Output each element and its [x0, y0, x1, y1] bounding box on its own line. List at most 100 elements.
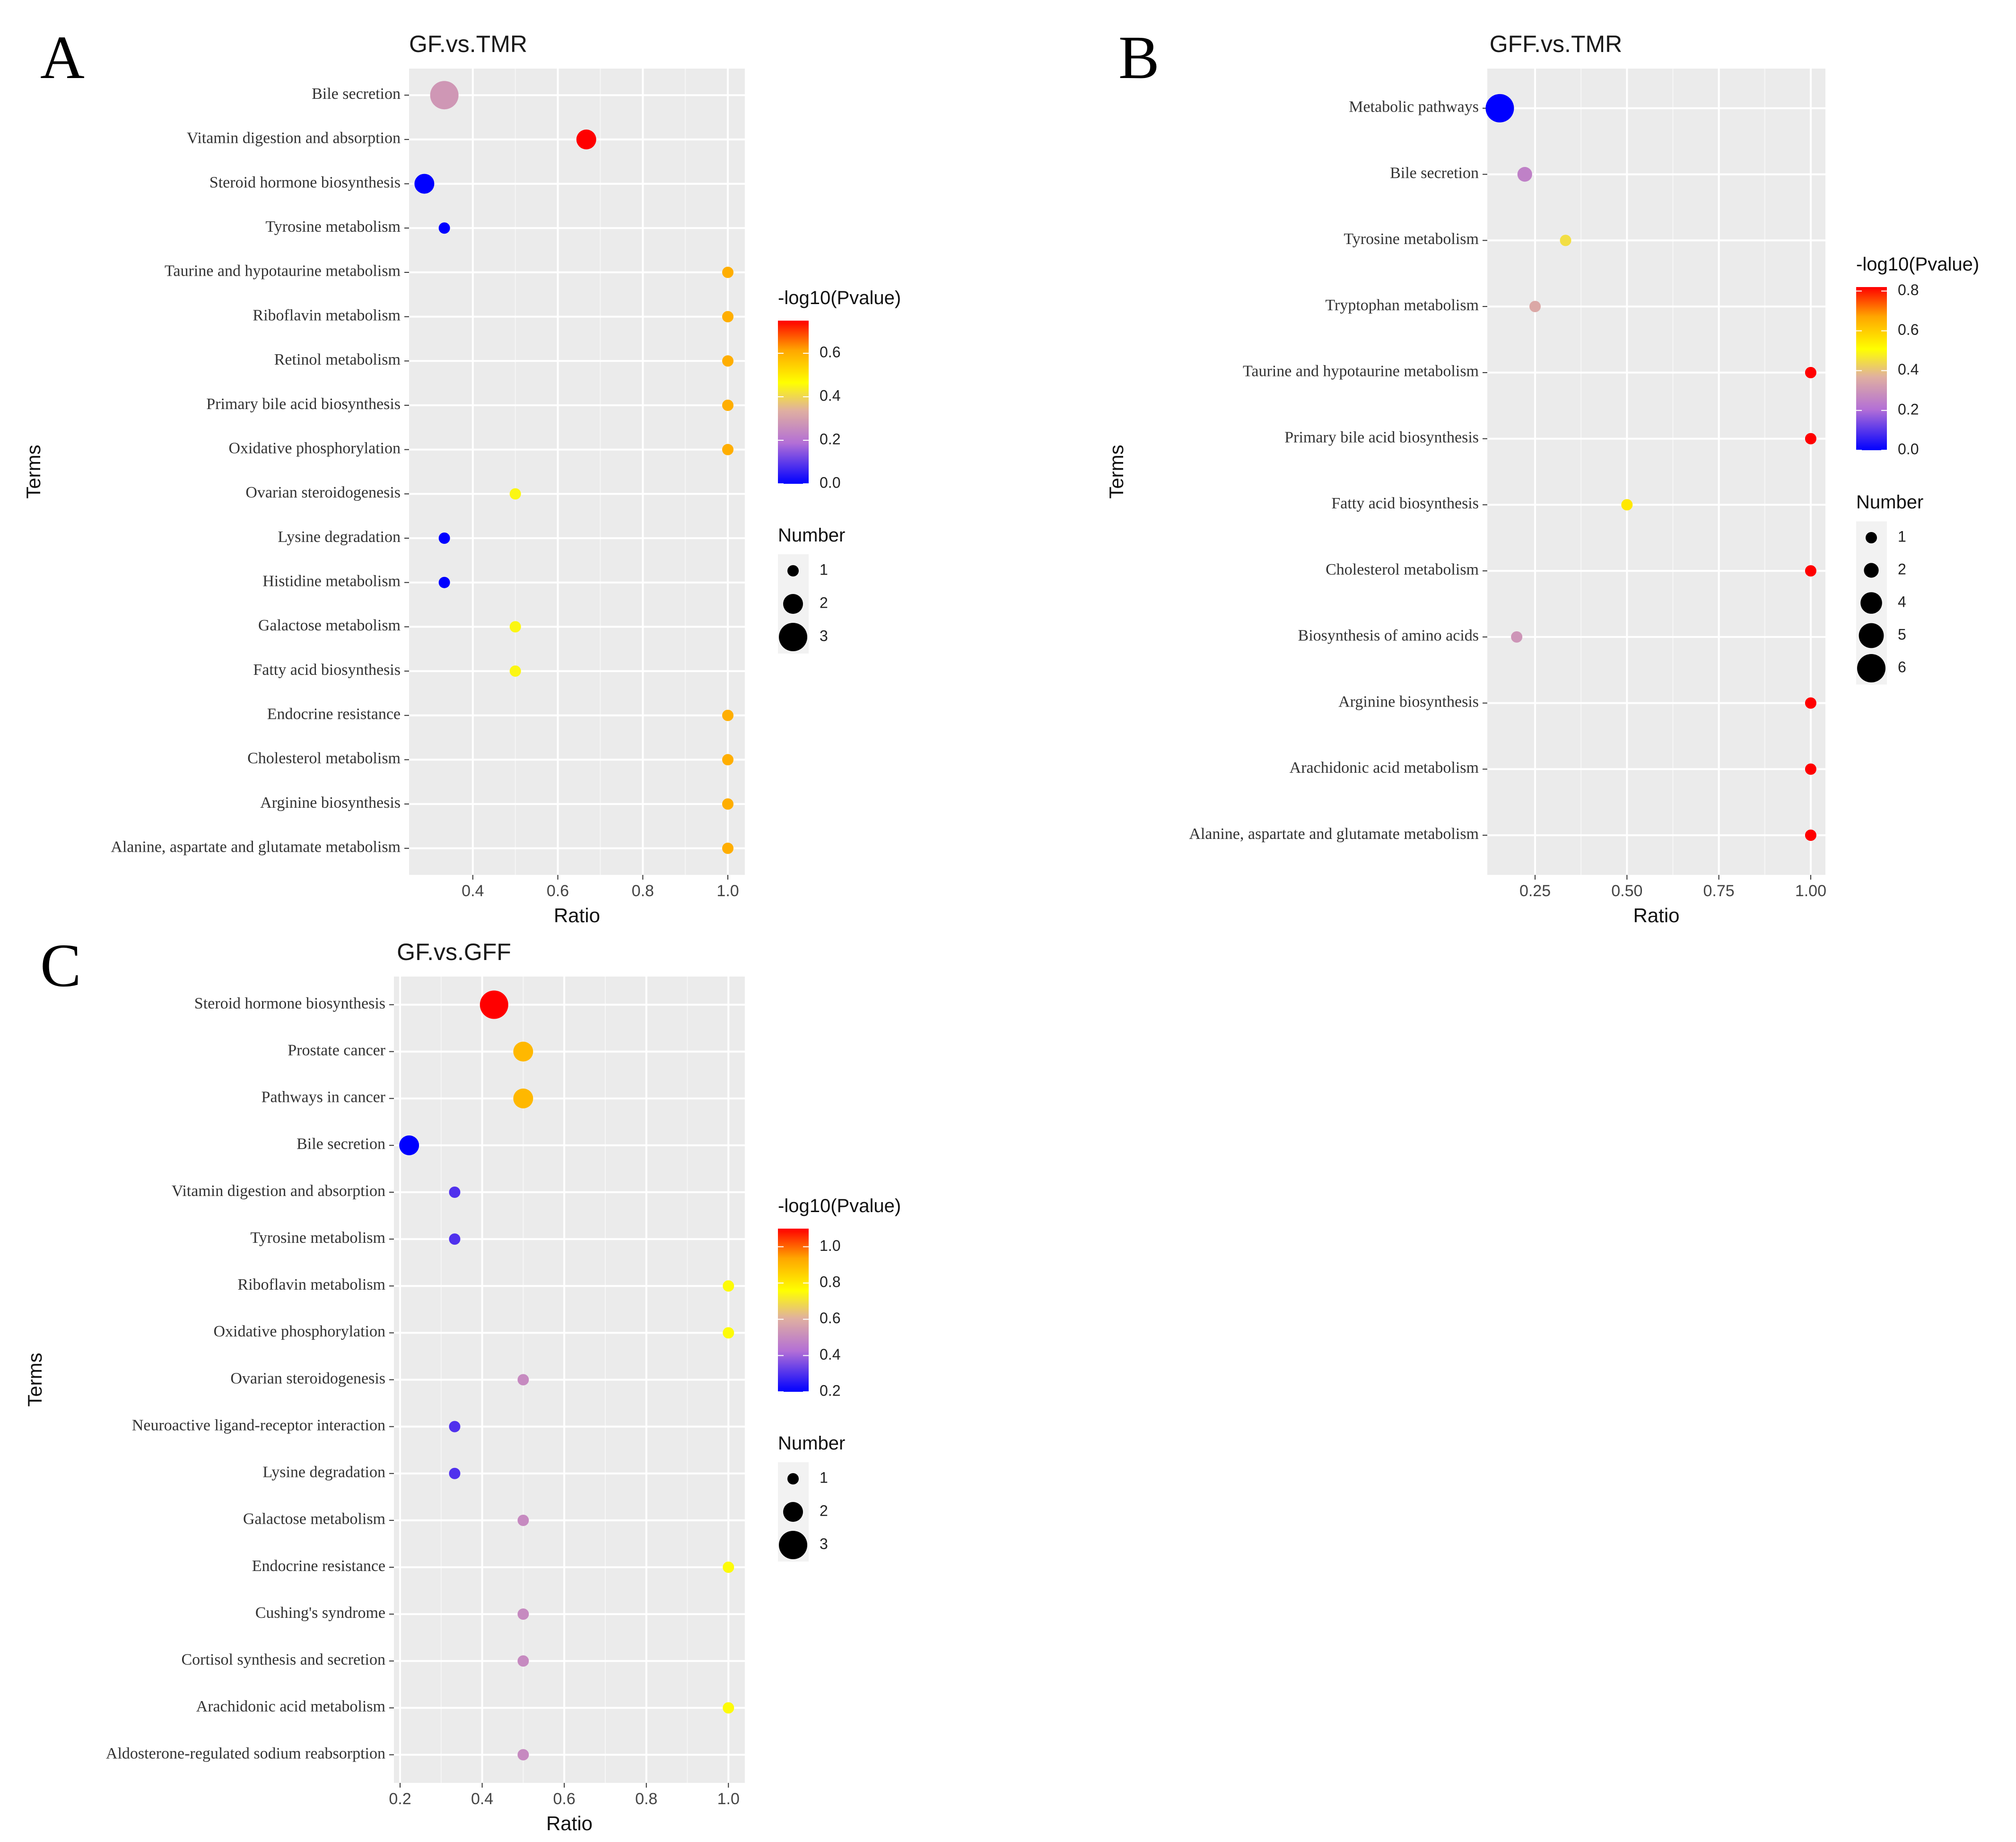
color-legend-label: 0.4	[820, 1346, 840, 1363]
term-label: Ovarian steroidogenesis	[230, 1370, 385, 1387]
size-legend-label: 1	[820, 561, 828, 578]
size-legend-dot	[1859, 623, 1884, 648]
data-point	[1805, 433, 1816, 445]
panel-c: C GF.vs.GFF 0.2 0.4 0.6 0.8 1.0 Steroid hormone…	[24, 932, 901, 1834]
color-legend-title: -log10(Pvalue)	[1856, 254, 1979, 275]
data-point	[723, 1702, 734, 1714]
data-point	[509, 621, 521, 633]
data-point	[1560, 235, 1571, 246]
data-point	[1805, 829, 1816, 841]
color-legend-label: 0.8	[820, 1273, 840, 1290]
term-label: Oxidative phosphorylation	[213, 1323, 385, 1340]
data-point	[399, 1135, 419, 1155]
size-legend-dot	[779, 1531, 807, 1559]
data-point	[722, 798, 734, 810]
color-legend-label: 0.0	[1898, 440, 1919, 457]
x-axis-title: Ratio	[546, 1812, 593, 1834]
color-legend-title: -log10(Pvalue)	[778, 1196, 901, 1216]
data-point	[517, 1374, 529, 1386]
x-tick-label: 0.25	[1519, 882, 1551, 900]
size-legend-label: 3	[820, 1535, 828, 1552]
term-label: Primary bile acid biosynthesis	[1284, 428, 1479, 446]
size-legend-label: 2	[820, 1502, 828, 1519]
data-point	[1805, 763, 1816, 775]
x-tick-label: 0.75	[1703, 882, 1735, 900]
data-point	[722, 709, 734, 721]
data-point	[722, 842, 734, 854]
term-label: Arachidonic acid metabolism	[1290, 759, 1479, 777]
data-point	[438, 533, 450, 544]
term-label: Histidine metabolism	[262, 573, 401, 590]
x-tick-label: 0.2	[389, 1790, 411, 1808]
y-axis-title: Terms	[24, 1353, 46, 1406]
data-point	[1511, 631, 1523, 643]
term-label: Oxidative phosphorylation	[228, 439, 401, 457]
term-label: Lysine degradation	[262, 1464, 385, 1481]
data-point	[480, 990, 508, 1019]
size-legend-dot	[787, 1473, 799, 1484]
term-label: Bile secretion	[312, 85, 401, 103]
data-point	[517, 1514, 529, 1526]
x-tick-label: 1.00	[1795, 882, 1826, 900]
data-point	[438, 576, 450, 588]
data-point	[722, 311, 734, 323]
term-label: Steroid hormone biosynthesis	[194, 995, 385, 1012]
term-label: Fatty acid biosynthesis	[1331, 495, 1479, 512]
size-legend-dot	[779, 623, 807, 651]
x-tick-label: 0.4	[471, 1790, 493, 1808]
size-legend-label: 4	[1898, 593, 1906, 610]
size-legend-dot	[1866, 532, 1877, 543]
size-legend-title: Number	[1856, 492, 1923, 513]
color-legend-label: 0.2	[820, 430, 840, 447]
term-label: Tyrosine metabolism	[1344, 230, 1479, 248]
color-legend-label: 0.4	[820, 387, 840, 404]
x-axis-title: Ratio	[1633, 904, 1679, 926]
term-label: Biosynthesis of amino acids	[1298, 627, 1479, 645]
term-label: Fatty acid biosynthesis	[253, 661, 401, 679]
term-label: Tyrosine metabolism	[250, 1229, 385, 1247]
plot-background	[1487, 69, 1825, 875]
term-label: Galactose metabolism	[258, 617, 401, 634]
size-legend-dot	[1857, 654, 1885, 682]
term-label: Endocrine resistance	[252, 1557, 385, 1575]
data-point	[722, 399, 734, 411]
term-label: Bile secretion	[1390, 164, 1479, 182]
data-point	[513, 1088, 533, 1109]
term-label: Neuroactive ligand-receptor interaction	[132, 1416, 385, 1434]
x-tick-label: 0.6	[547, 882, 569, 900]
term-label: Tyrosine metabolism	[265, 218, 401, 236]
panel-letter: A	[40, 24, 85, 92]
data-point	[722, 444, 734, 455]
size-legend-dot	[783, 594, 803, 614]
term-label: Tryptophan metabolism	[1325, 297, 1479, 314]
data-point	[723, 1327, 734, 1339]
term-label: Taurine and hypotaurine metabolism	[1243, 363, 1479, 380]
term-label: Lysine degradation	[278, 528, 401, 546]
term-label: Alanine, aspartate and glutamate metabol…	[1189, 825, 1479, 843]
size-legend-dot	[1864, 563, 1879, 578]
term-label: Vitamin digestion and absorption	[172, 1182, 385, 1200]
data-point	[723, 1280, 734, 1292]
size-legend-label: 5	[1898, 626, 1906, 643]
color-legend-label: 0.8	[1898, 281, 1919, 298]
data-point	[1805, 697, 1816, 709]
size-legend-label: 1	[1898, 528, 1906, 545]
color-legend-label: 1.0	[820, 1237, 840, 1254]
term-label: Cholesterol metabolism	[247, 750, 401, 767]
color-bar	[1856, 287, 1887, 450]
chart-title: GFF.vs.TMR	[1490, 31, 1623, 57]
color-legend-label: 0.2	[820, 1382, 840, 1399]
data-point	[449, 1186, 461, 1198]
data-point	[414, 174, 435, 194]
data-point	[509, 488, 521, 500]
y-axis-title: Terms	[22, 445, 44, 498]
size-legend-title: Number	[778, 1433, 845, 1454]
data-point	[517, 1608, 529, 1620]
size-legend-dot	[783, 1502, 803, 1522]
data-point	[1529, 301, 1541, 313]
color-legend-label: 0.6	[820, 1309, 840, 1327]
term-label: Endocrine resistance	[267, 706, 401, 723]
data-point	[1517, 167, 1532, 182]
size-legend-dot	[1860, 592, 1882, 614]
term-label: Cortisol synthesis and secretion	[181, 1651, 385, 1668]
